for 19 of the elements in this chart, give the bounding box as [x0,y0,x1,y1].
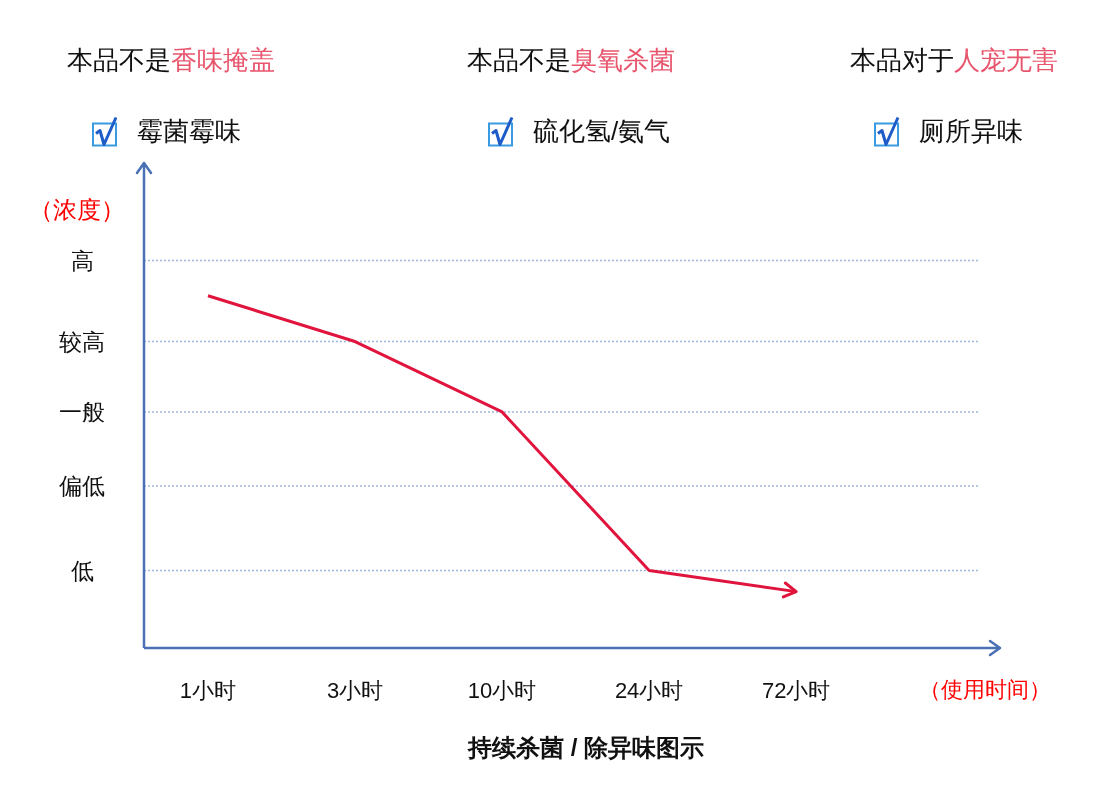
x-tick-label: 24小时 [614,677,684,703]
x-axis-title: （使用时间） [919,677,1051,702]
text: 本品不是臭氧杀菌 [467,44,675,75]
ref-line-label: 高 [70,247,94,274]
x-tick-label: 72小时 [761,677,831,703]
ref-line-label: 一般 [59,398,105,425]
x-tick-label: 10小时 [467,677,537,703]
text: 硫化氢/氨气 [533,114,671,148]
ref-line-label: 低 [70,557,94,584]
text: 厕所异味 [919,114,1023,148]
text: 持续杀菌 / 除异味图示 [467,734,705,761]
x-tick-label: 1小时 [179,677,237,703]
text: 本品对于人宠无害 [850,44,1058,75]
text: 本品不是香味掩盖 [67,44,275,75]
y-axis-title: （浓度） [29,196,125,223]
x-tick-label: 3小时 [326,677,384,703]
ref-line-label: 偏低 [59,472,105,499]
text: 霉菌霉味 [137,114,241,148]
ref-line-label: 较高 [59,328,105,355]
